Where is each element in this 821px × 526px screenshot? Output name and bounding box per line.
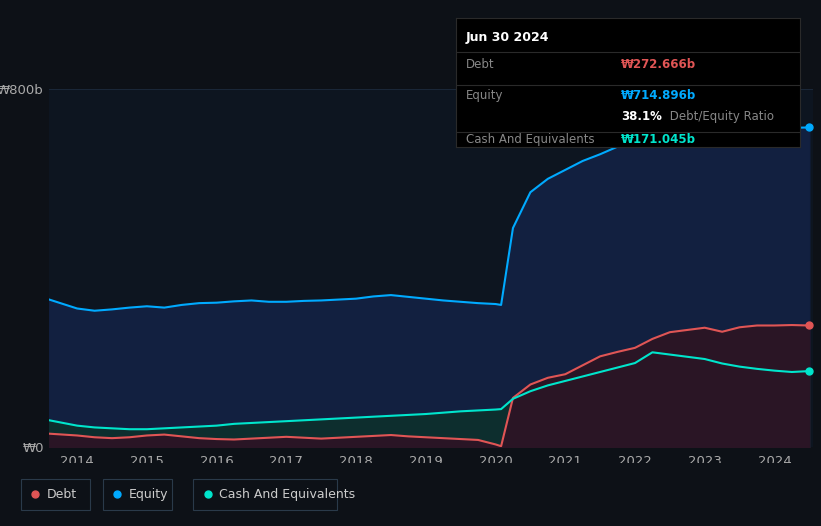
Text: Jun 30 2024: Jun 30 2024 xyxy=(466,32,549,44)
Text: ₩714.896b: ₩714.896b xyxy=(621,89,696,102)
Text: Debt/Equity Ratio: Debt/Equity Ratio xyxy=(666,110,774,123)
Text: Cash And Equivalents: Cash And Equivalents xyxy=(466,133,594,146)
Text: Equity: Equity xyxy=(129,488,168,501)
Text: ₩272.666b: ₩272.666b xyxy=(621,58,696,72)
Text: 38.1%: 38.1% xyxy=(621,110,662,123)
Text: ₩171.045b: ₩171.045b xyxy=(621,133,696,146)
Text: Cash And Equivalents: Cash And Equivalents xyxy=(219,488,355,501)
Text: Equity: Equity xyxy=(466,89,503,102)
Text: Debt: Debt xyxy=(466,58,494,72)
Text: Debt: Debt xyxy=(47,488,77,501)
